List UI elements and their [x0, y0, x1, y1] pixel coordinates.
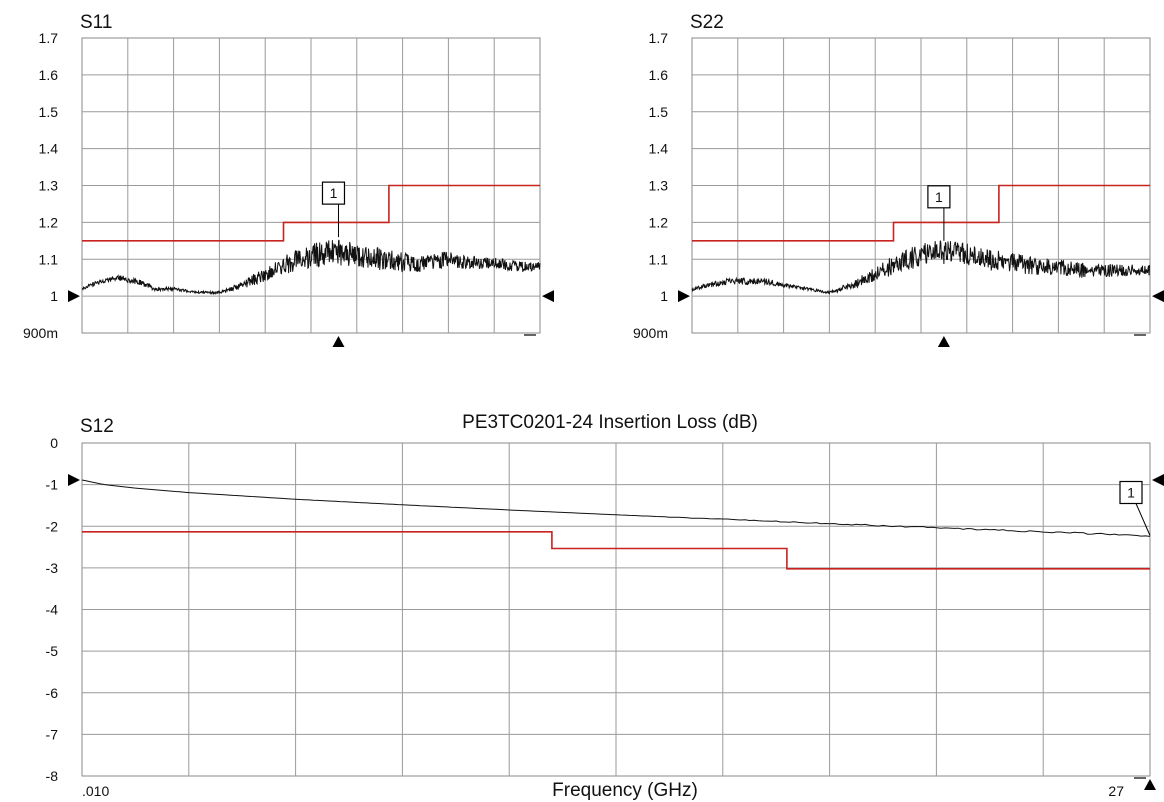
s11-y-tick-label: 1.1 — [39, 251, 59, 267]
s11-y-tick-label: 1.7 — [39, 30, 59, 46]
s22-marker-label: 1 — [935, 189, 943, 205]
s12-marker-position-triangle — [1144, 779, 1156, 790]
s12-panel-label: S12 — [80, 416, 114, 437]
s22-y-tick-label: 1.6 — [649, 67, 669, 83]
s11-y-tick-label: 1.4 — [39, 141, 59, 157]
s11-y-tick-label: 1.3 — [39, 178, 59, 194]
s11-marker-label: 1 — [330, 185, 338, 201]
s11-chart-title: S11 — [80, 12, 112, 33]
s11-y-tick-label: 1.5 — [39, 104, 59, 120]
s11-left-reference-arrow — [68, 290, 80, 303]
s11-chart: 900m 1 1.1 1.2 1.3 1.4 1.5 1.6 1.7 S11 1 — [23, 12, 554, 347]
s11-marker-position-triangle — [332, 336, 345, 347]
s12-left-reference-arrow — [68, 474, 80, 486]
s22-marker-box — [927, 185, 951, 209]
s11-right-reference-arrow — [542, 290, 554, 303]
s12-y-tick-label: -6 — [46, 685, 59, 701]
s11-limit-line — [82, 184, 540, 242]
s12-marker-label: 1 — [1127, 485, 1135, 501]
s22-y-tick-label: 1.7 — [649, 30, 669, 46]
s22-marker-position-triangle — [937, 336, 950, 347]
s22-y-tick-label: 1.3 — [649, 178, 669, 194]
s12-marker-leader — [1135, 503, 1151, 536]
s12-right-reference-arrow — [1152, 474, 1164, 486]
s12-y-tick-label: -5 — [46, 643, 59, 659]
s12-marker-box — [1119, 480, 1143, 505]
s12-x-start-label: .010 — [82, 783, 109, 799]
s22-y-tick-label: 1.1 — [649, 251, 669, 267]
s22-y-tick-label: 900m — [633, 325, 668, 341]
s11-y-tick-label: 900m — [23, 325, 58, 341]
s22-chart-title: S22 — [690, 12, 724, 33]
s12-x-stop-label: 27 — [1108, 783, 1124, 799]
s12-y-tick-label: -8 — [46, 768, 59, 784]
s11-y-tick-label: 1.2 — [39, 214, 59, 230]
s22-y-tick-label: 1.4 — [649, 141, 669, 157]
s12-limit-line — [82, 530, 1150, 570]
s22-y-tick-label: 1.5 — [649, 104, 669, 120]
s12-y-tick-label: -1 — [46, 477, 59, 493]
s22-y-tick-label: 1 — [660, 288, 668, 304]
s12-x-axis-label: Frequency (GHz) — [552, 780, 698, 801]
s11-measured-trace — [81, 239, 541, 296]
s22-limit-line — [692, 184, 1150, 242]
s22-right-reference-arrow — [1152, 290, 1164, 303]
s22-measured-trace — [691, 240, 1151, 295]
s12-chart-title: PE3TC0201-24 Insertion Loss (dB) — [462, 412, 758, 433]
s12-measured-trace — [81, 479, 1151, 537]
s12-insertion-loss-chart: -8 -7 -6 -5 -4 -3 -2 -1 0 S12 PE3TC0201-24 Inserti… — [46, 412, 1164, 801]
s12-y-tick-label: -7 — [46, 726, 59, 742]
s22-y-tick-label: 1.2 — [649, 214, 669, 230]
s22-chart: 900m 1 1.1 1.2 1.3 1.4 1.5 1.6 1.7 S22 1 — [633, 12, 1164, 347]
s11-y-tick-label: 1 — [50, 288, 58, 304]
s12-y-tick-label: -2 — [46, 518, 59, 534]
s12-y-tick-label: 0 — [50, 435, 58, 451]
s22-left-reference-arrow — [678, 290, 690, 303]
s12-y-tick-label: -4 — [46, 602, 59, 618]
s11-marker-box — [321, 181, 346, 205]
s11-y-tick-label: 1.6 — [39, 67, 59, 83]
s12-y-tick-label: -3 — [46, 560, 59, 576]
